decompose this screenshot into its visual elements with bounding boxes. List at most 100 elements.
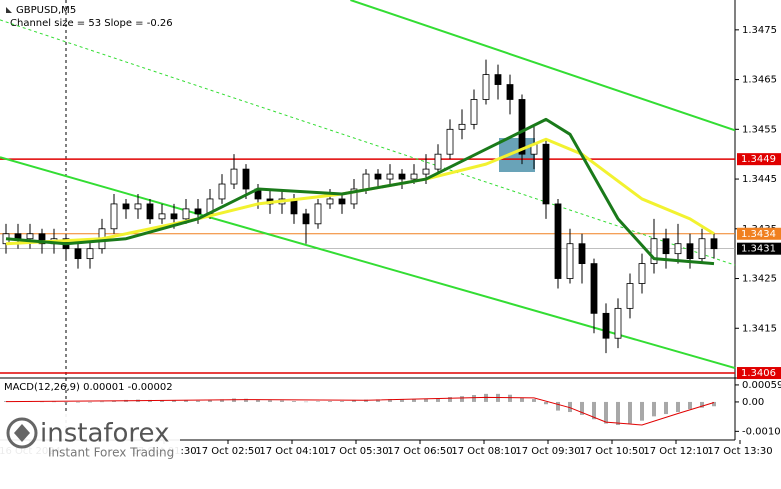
candle-body [590, 263, 598, 314]
macd-bar [40, 401, 44, 403]
macd-bar [472, 395, 476, 402]
y-tick-label: -0.00102 [742, 426, 781, 437]
y-tick-label: 1.3465 [742, 75, 777, 86]
candle-body [170, 213, 178, 220]
candle-body [542, 143, 550, 205]
macd-bar [424, 398, 428, 402]
candle-body [302, 213, 310, 225]
macd-bar [592, 401, 596, 420]
candle-body [626, 283, 634, 309]
macd-bar [616, 401, 620, 426]
y-tick-label: 0.00059 [742, 380, 781, 391]
candle-body [86, 248, 94, 260]
macd-bar [544, 401, 548, 405]
x-tick-label: 17 Oct 10:50 [579, 446, 644, 457]
macd-bar [76, 401, 80, 403]
macd-bar [52, 401, 56, 403]
macd-bar [652, 401, 656, 417]
macd-bar [280, 400, 284, 402]
macd-bar [664, 401, 668, 415]
candle-body [182, 208, 190, 220]
candle-body [518, 99, 526, 155]
last-price-label: 1.3431 [741, 244, 776, 255]
candle-body [614, 307, 622, 339]
level-tag [737, 153, 781, 166]
x-tick-label: 17 Oct 12:10 [643, 446, 708, 457]
moving-average [5, 117, 715, 266]
candle-body [350, 188, 358, 205]
macd-bar [508, 394, 512, 402]
macd-title: MACD(12,26,9) 0.00001 -0.00002 [4, 382, 173, 393]
candle-body [122, 203, 130, 210]
candle-body [650, 238, 658, 265]
x-tick-label: 17 Oct 02:50 [195, 446, 260, 457]
macd-bar [352, 400, 356, 402]
candle-body [710, 238, 718, 250]
macd-bar [364, 399, 368, 402]
macd-bar [556, 401, 560, 411]
level-label: 1.3449 [741, 154, 776, 165]
level-tag [737, 227, 781, 240]
candle-body [38, 233, 46, 245]
macd-bar [100, 401, 104, 403]
macd-bar [292, 401, 296, 402]
candle-body [698, 238, 706, 260]
x-tick-label: 17 Oct 04:10 [259, 446, 324, 457]
candle-body [434, 153, 442, 170]
macd-bar [688, 401, 692, 410]
y-tick-label: 0.00 [742, 397, 764, 408]
candle-body [14, 233, 22, 240]
candle-body [398, 173, 406, 180]
candle-body [374, 173, 382, 180]
macd-bar [460, 396, 464, 402]
candle-body [134, 203, 142, 210]
candle-body [158, 213, 166, 220]
macd-bar [196, 400, 200, 402]
watermark-logo [6, 417, 38, 449]
signal-line [5, 396, 715, 426]
macd-bar [376, 399, 380, 402]
y-tick-label: 1.3425 [742, 274, 777, 285]
macd-bar [304, 401, 308, 403]
macd-bar [712, 401, 716, 407]
candle-body [686, 243, 694, 260]
candle-body [554, 203, 562, 279]
x-tick-label: 17 Oct 05:30 [323, 446, 388, 457]
macd-bar [604, 401, 608, 424]
candle-body [506, 84, 514, 100]
macd-bar [412, 399, 416, 402]
macd-bar [172, 400, 176, 402]
watermark-tagline: Instant Forex Trading [48, 446, 174, 460]
candle-body [326, 198, 334, 205]
macd-bar [676, 401, 680, 413]
candle-body [662, 238, 670, 255]
candle-body [578, 243, 586, 265]
candle-body [638, 263, 646, 284]
macd-bar [316, 401, 320, 402]
macd-bar [88, 401, 92, 403]
macd-bar [532, 399, 536, 402]
candle-body [230, 168, 238, 185]
macd-bar [628, 401, 632, 424]
level-tag [737, 367, 781, 380]
candle-body [26, 233, 34, 240]
watermark-logo-mark [14, 424, 30, 442]
candle-body [242, 168, 250, 190]
symbol-icon [6, 7, 12, 13]
macd-bar [640, 401, 644, 421]
macd-bar [268, 400, 272, 402]
candle-body [74, 248, 82, 260]
macd-bar [700, 401, 704, 408]
macd-bar [520, 397, 524, 402]
candle-body [338, 198, 346, 205]
candle-body [674, 243, 682, 255]
candle-body [146, 203, 154, 220]
candle-body [110, 203, 118, 230]
chart-subtitle: Channel size = 53 Slope = -0.26 [10, 18, 173, 29]
overlay: instaforex Instant Forex Trading 1.3415 1… [0, 25, 781, 462]
candle-body [602, 312, 610, 339]
macd-bar [160, 400, 164, 402]
macd-bar [220, 399, 224, 402]
channel-line [350, 0, 736, 132]
macd-bar [580, 401, 584, 415]
